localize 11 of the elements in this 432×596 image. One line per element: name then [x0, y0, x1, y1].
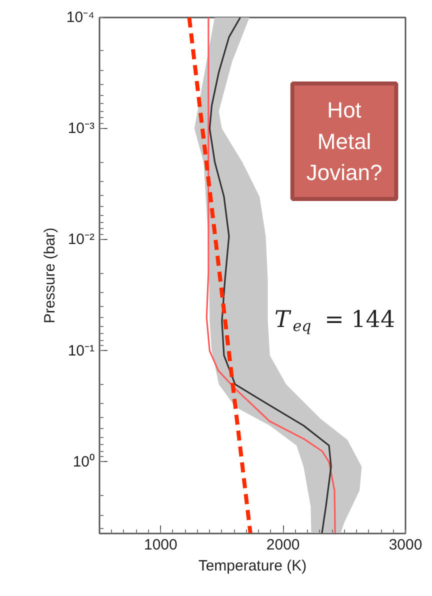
- y-axis-title: Pressure (bar): [41, 228, 58, 324]
- x-tick-label: 1000: [144, 536, 178, 554]
- y-tick-label: 10⁰: [72, 453, 95, 470]
- y-tick-label: 10⁻³: [68, 120, 95, 138]
- annotation: Hot Metal Jovian?: [306, 98, 382, 186]
- y-tick-label: 10⁻²: [68, 231, 95, 248]
- x-tick-label: 2000: [266, 536, 300, 554]
- y-tick-label: 10⁻¹: [68, 342, 95, 360]
- x-axis-title: Temperature (K): [198, 558, 307, 574]
- x-tick-label: 3000: [388, 536, 422, 554]
- y-tick-label: 10⁻⁴: [66, 9, 95, 26]
